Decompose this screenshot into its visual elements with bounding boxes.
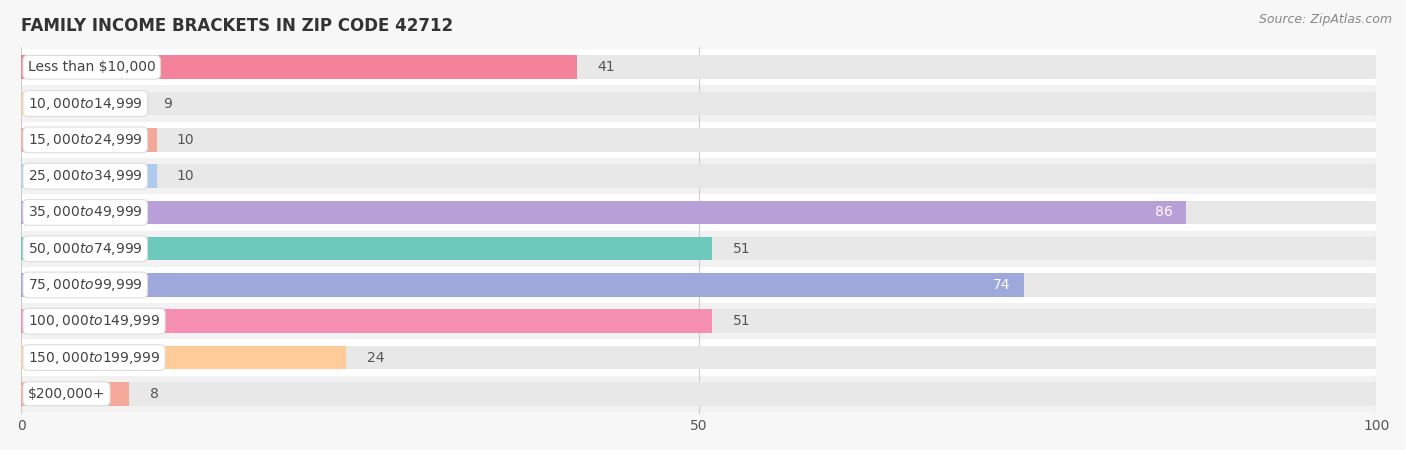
Text: $10,000 to $14,999: $10,000 to $14,999 xyxy=(28,95,142,112)
Bar xyxy=(21,55,576,79)
Bar xyxy=(21,267,1376,303)
Text: $50,000 to $74,999: $50,000 to $74,999 xyxy=(28,241,142,256)
Bar xyxy=(21,376,1376,412)
Text: Source: ZipAtlas.com: Source: ZipAtlas.com xyxy=(1258,14,1392,27)
Bar xyxy=(21,122,1376,158)
Text: 51: 51 xyxy=(733,314,749,328)
Bar xyxy=(21,273,1024,297)
Bar xyxy=(21,49,1376,86)
Bar xyxy=(21,92,143,115)
Bar xyxy=(21,346,346,369)
Bar xyxy=(21,55,1376,79)
Bar xyxy=(21,86,1376,122)
Text: $200,000+: $200,000+ xyxy=(28,387,105,401)
Bar xyxy=(21,346,1376,369)
Bar xyxy=(21,201,1187,224)
Text: 51: 51 xyxy=(733,242,749,256)
Text: 8: 8 xyxy=(150,387,159,401)
Text: $100,000 to $149,999: $100,000 to $149,999 xyxy=(28,313,160,329)
Bar xyxy=(21,92,1376,115)
Bar xyxy=(21,158,1376,194)
Bar xyxy=(21,201,1376,224)
Bar xyxy=(21,230,1376,267)
Bar xyxy=(21,164,1376,188)
Text: 10: 10 xyxy=(177,169,194,183)
Bar xyxy=(21,303,1376,339)
Bar xyxy=(21,310,713,333)
Bar xyxy=(21,382,1376,405)
Text: 41: 41 xyxy=(598,60,614,74)
Bar xyxy=(21,339,1376,376)
Bar xyxy=(21,273,1376,297)
Text: 86: 86 xyxy=(1156,205,1173,220)
Text: $25,000 to $34,999: $25,000 to $34,999 xyxy=(28,168,142,184)
Text: $15,000 to $24,999: $15,000 to $24,999 xyxy=(28,132,142,148)
Bar xyxy=(21,164,156,188)
Bar xyxy=(21,310,1376,333)
Text: FAMILY INCOME BRACKETS IN ZIP CODE 42712: FAMILY INCOME BRACKETS IN ZIP CODE 42712 xyxy=(21,17,453,35)
Bar xyxy=(21,382,129,405)
Text: $75,000 to $99,999: $75,000 to $99,999 xyxy=(28,277,142,293)
Text: Less than $10,000: Less than $10,000 xyxy=(28,60,156,74)
Text: 9: 9 xyxy=(163,97,172,111)
Text: $35,000 to $49,999: $35,000 to $49,999 xyxy=(28,204,142,220)
Bar xyxy=(21,128,156,152)
Text: 10: 10 xyxy=(177,133,194,147)
Bar xyxy=(21,237,713,261)
Text: $150,000 to $199,999: $150,000 to $199,999 xyxy=(28,350,160,365)
Bar xyxy=(21,194,1376,230)
Bar xyxy=(21,128,1376,152)
Bar xyxy=(21,237,1376,261)
Text: 24: 24 xyxy=(367,351,384,364)
Text: 74: 74 xyxy=(993,278,1011,292)
